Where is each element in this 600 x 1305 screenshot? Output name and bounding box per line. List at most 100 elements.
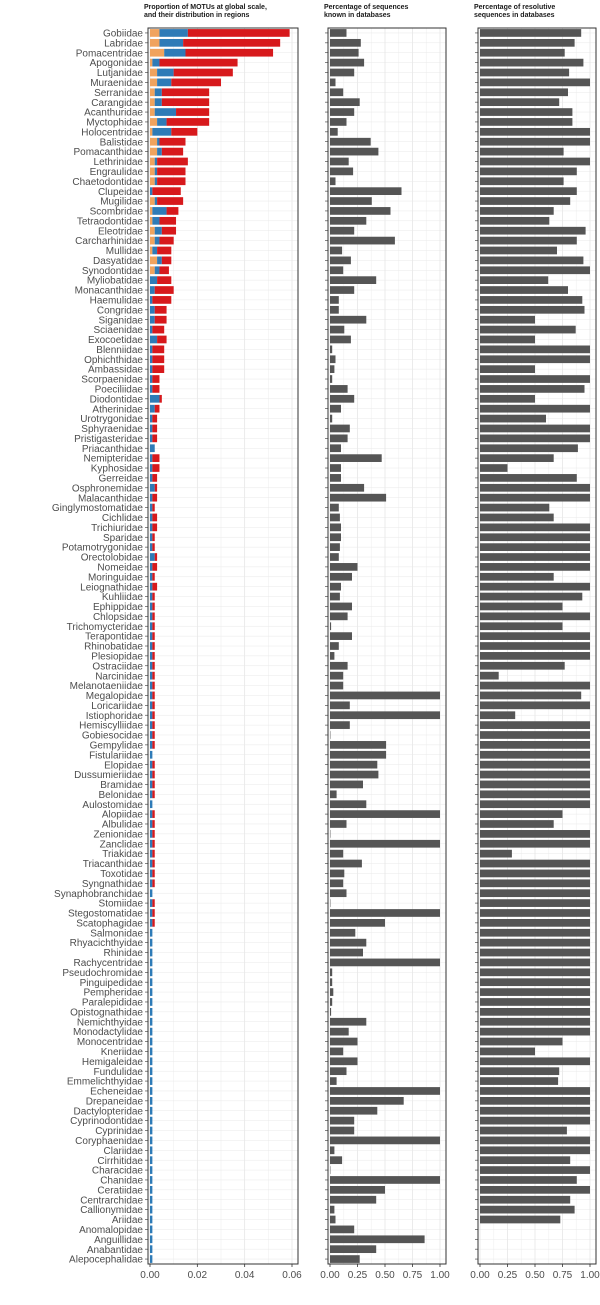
bar	[330, 860, 362, 868]
bar	[480, 603, 563, 611]
bar-segment	[171, 128, 197, 136]
bar	[330, 1097, 404, 1105]
bar-segment	[150, 1018, 152, 1026]
bar-segment	[150, 138, 157, 146]
bar-segment	[150, 919, 152, 927]
bar	[480, 533, 590, 541]
bar	[330, 1067, 347, 1075]
bar	[480, 425, 590, 433]
bar-segment	[150, 939, 152, 947]
bar	[480, 247, 557, 255]
bar-segment	[152, 533, 154, 541]
bar-segment	[152, 128, 171, 136]
bar	[480, 870, 590, 878]
bar-segment	[155, 286, 174, 294]
bar	[480, 118, 572, 126]
bar-segment	[157, 177, 185, 185]
bar	[480, 978, 590, 986]
bar	[480, 1038, 563, 1046]
bar	[480, 207, 554, 215]
bar-segment	[157, 79, 171, 87]
bar-segment	[150, 207, 152, 215]
bar-segment	[150, 1186, 152, 1194]
bar-segment	[150, 168, 155, 176]
bar	[480, 1196, 570, 1204]
panel-title: Percentage of resolutive	[474, 4, 555, 11]
bar-segment	[155, 197, 157, 205]
bar	[480, 662, 565, 670]
bar-segment	[152, 632, 154, 640]
bar	[480, 820, 554, 828]
bar-segment	[152, 830, 154, 838]
bar	[330, 108, 354, 116]
bar-segment	[150, 355, 152, 363]
bar	[480, 939, 590, 947]
bar-segment	[150, 326, 152, 334]
bar	[480, 741, 590, 749]
bar-segment	[150, 504, 152, 512]
bar	[480, 1176, 577, 1184]
bar-segment	[150, 998, 152, 1006]
bar	[330, 781, 363, 789]
bar-segment	[152, 870, 154, 878]
bar-segment	[150, 612, 152, 620]
bar	[480, 39, 575, 47]
bar-segment	[150, 425, 152, 433]
bar	[330, 543, 340, 551]
bar-segment	[155, 177, 157, 185]
bar-segment	[157, 257, 162, 265]
bar	[480, 464, 508, 472]
bar-segment	[155, 405, 160, 413]
bar-segment	[152, 612, 154, 620]
bar-segment	[152, 860, 154, 868]
bar	[480, 415, 546, 423]
bar	[330, 1235, 425, 1243]
bar	[480, 365, 535, 373]
bar-segment	[152, 434, 157, 442]
bar-segment	[159, 29, 187, 37]
bar	[330, 959, 440, 967]
bar-segment	[150, 98, 155, 106]
x-tick-label: 0.75	[553, 1270, 573, 1281]
bar-segment	[150, 464, 152, 472]
bar	[330, 395, 354, 403]
bar-segment	[152, 464, 159, 472]
x-tick-label: 0.25	[498, 1270, 518, 1281]
bar-segment	[174, 69, 233, 77]
bar-segment	[152, 514, 157, 522]
bar	[330, 840, 440, 848]
bar	[480, 355, 590, 363]
bar-segment	[152, 217, 159, 225]
bar-segment	[152, 454, 159, 462]
bar	[480, 771, 590, 779]
bar-segment	[159, 266, 168, 274]
bar	[480, 177, 564, 185]
bar-segment	[157, 276, 171, 284]
bar	[330, 652, 334, 660]
bar-segment	[150, 662, 152, 670]
bar	[330, 1255, 360, 1263]
bar-segment	[152, 790, 154, 798]
bar	[330, 207, 391, 215]
bar	[480, 1057, 590, 1065]
bar	[330, 850, 343, 858]
bar	[480, 830, 590, 838]
bar-segment	[150, 197, 155, 205]
bar	[330, 29, 347, 37]
bar	[480, 553, 590, 561]
bar	[330, 593, 340, 601]
panel-title: and their distribution in regions	[144, 12, 249, 19]
bar	[330, 79, 336, 87]
bar	[330, 1137, 440, 1145]
bar-segment	[150, 978, 152, 986]
bar	[480, 721, 590, 729]
bar	[330, 692, 440, 700]
bar	[330, 306, 339, 314]
bar	[330, 385, 348, 393]
x-tick-label: 1.00	[430, 1270, 450, 1281]
bar	[480, 504, 549, 512]
bar	[480, 227, 586, 235]
bar	[330, 474, 341, 482]
bar-segment	[152, 365, 164, 373]
